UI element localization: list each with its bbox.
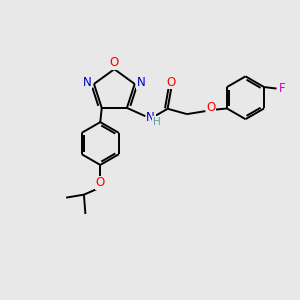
Text: O: O xyxy=(110,56,119,69)
Text: O: O xyxy=(167,76,176,88)
Text: F: F xyxy=(279,82,285,95)
Text: H: H xyxy=(153,116,160,127)
Text: N: N xyxy=(83,76,92,89)
Text: O: O xyxy=(206,101,215,114)
Text: N: N xyxy=(146,111,155,124)
Text: O: O xyxy=(96,176,105,189)
Text: N: N xyxy=(137,76,146,89)
